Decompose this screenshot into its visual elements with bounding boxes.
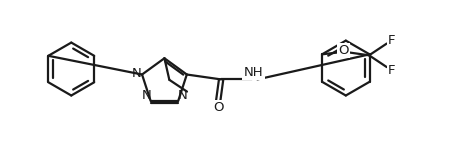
Text: N: N xyxy=(131,67,141,80)
Text: F: F xyxy=(388,63,396,77)
Text: O: O xyxy=(338,44,349,57)
Text: N: N xyxy=(142,89,152,102)
Text: N: N xyxy=(177,89,187,102)
Text: O: O xyxy=(213,101,223,114)
Text: NH: NH xyxy=(244,66,263,79)
Text: F: F xyxy=(388,34,396,47)
